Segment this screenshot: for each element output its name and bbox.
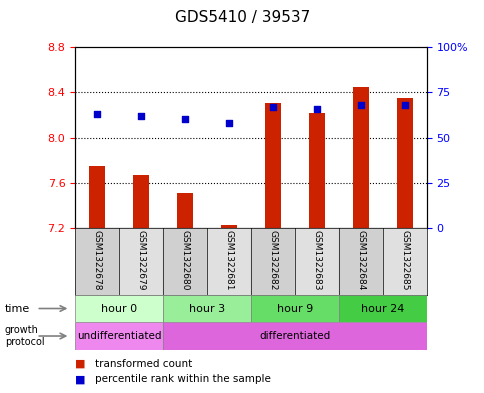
Bar	[133, 175, 149, 228]
Text: GSM1322683: GSM1322683	[312, 230, 321, 290]
Bar	[75, 228, 119, 295]
Bar	[163, 295, 251, 322]
Bar	[207, 228, 251, 295]
Point	[400, 102, 408, 108]
Bar	[309, 113, 324, 228]
Text: differentiated: differentiated	[259, 331, 330, 341]
Bar	[163, 322, 426, 350]
Text: percentile rank within the sample: percentile rank within the sample	[94, 374, 270, 384]
Text: time: time	[5, 303, 30, 314]
Text: GDS5410 / 39537: GDS5410 / 39537	[175, 10, 309, 25]
Bar	[352, 87, 368, 228]
Bar	[251, 295, 338, 322]
Bar	[338, 295, 426, 322]
Bar	[163, 228, 207, 295]
Point	[181, 116, 189, 123]
Text: GSM1322685: GSM1322685	[399, 230, 408, 290]
Point	[93, 111, 101, 117]
Bar	[251, 228, 294, 295]
Text: GSM1322684: GSM1322684	[356, 230, 364, 290]
Point	[137, 113, 145, 119]
Text: hour 24: hour 24	[361, 303, 404, 314]
Bar	[221, 224, 236, 228]
Bar	[294, 228, 338, 295]
Text: GSM1322682: GSM1322682	[268, 230, 277, 290]
Text: GSM1322680: GSM1322680	[180, 230, 189, 290]
Point	[225, 120, 232, 126]
Bar	[75, 322, 163, 350]
Point	[356, 102, 364, 108]
Text: ■: ■	[75, 358, 89, 369]
Text: GSM1322681: GSM1322681	[224, 230, 233, 290]
Bar	[119, 228, 163, 295]
Text: hour 0: hour 0	[101, 303, 137, 314]
Bar	[382, 228, 426, 295]
Text: hour 9: hour 9	[276, 303, 312, 314]
Point	[269, 104, 276, 110]
Text: hour 3: hour 3	[189, 303, 225, 314]
Bar	[396, 98, 412, 228]
Point	[312, 105, 320, 112]
Bar	[177, 193, 192, 228]
Text: transformed count: transformed count	[94, 358, 192, 369]
Bar	[338, 228, 382, 295]
Text: GSM1322679: GSM1322679	[136, 230, 145, 290]
Text: GSM1322678: GSM1322678	[92, 230, 102, 290]
Bar	[265, 103, 280, 228]
Text: growth
protocol: growth protocol	[5, 325, 45, 347]
Bar	[89, 166, 105, 228]
Bar	[75, 295, 163, 322]
Text: undifferentiated: undifferentiated	[77, 331, 161, 341]
Text: ■: ■	[75, 374, 89, 384]
